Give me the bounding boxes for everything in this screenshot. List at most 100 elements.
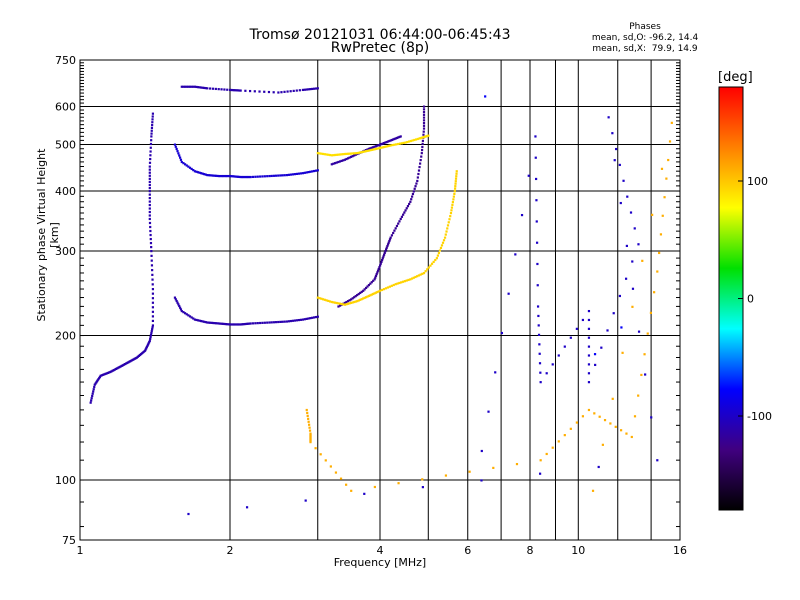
data-point [377, 147, 380, 150]
data-point [587, 345, 591, 348]
data-point [350, 298, 353, 301]
data-point [417, 274, 420, 277]
data-point [100, 374, 104, 377]
x-tick-label: 1 [77, 544, 84, 557]
data-point [204, 87, 207, 90]
data-point [151, 283, 154, 286]
data-point [245, 322, 249, 325]
data-point [351, 152, 354, 155]
data-point [274, 174, 278, 177]
data-point [222, 322, 225, 325]
data-point [593, 353, 597, 356]
data-point [405, 207, 408, 210]
data-point [206, 87, 209, 90]
data-point [340, 159, 343, 162]
data-point [328, 153, 332, 157]
data-point [609, 422, 612, 425]
x-tick-label: 6 [464, 544, 471, 557]
data-point [334, 471, 338, 474]
data-point [253, 90, 256, 93]
data-point [117, 366, 120, 369]
data-point [621, 351, 624, 354]
data-point [193, 318, 197, 321]
data-point [414, 185, 417, 188]
data-point [631, 305, 634, 308]
data-point [423, 135, 427, 138]
data-point [416, 275, 419, 278]
data-point [357, 299, 360, 302]
data-point [342, 153, 345, 156]
colorbar-tick-label: 0 [747, 293, 754, 306]
data-point [116, 367, 119, 370]
data-point [537, 314, 540, 318]
data-point [659, 233, 663, 236]
data-point [357, 292, 360, 296]
data-point [395, 136, 399, 140]
data-point [231, 175, 234, 178]
data-point [229, 323, 232, 326]
data-point [364, 296, 368, 299]
data-point [514, 253, 517, 256]
data-point [421, 139, 425, 142]
data-point [240, 175, 244, 179]
data-point [492, 466, 495, 470]
data-point [272, 174, 275, 177]
data-point [360, 151, 363, 154]
data-point [198, 86, 201, 89]
data-point [151, 326, 154, 329]
data-point [350, 301, 353, 305]
data-point [388, 139, 391, 143]
data-point [422, 108, 426, 111]
data-point [376, 144, 379, 147]
data-point [364, 286, 368, 290]
data-point [122, 363, 126, 366]
data-point [314, 169, 318, 172]
y-tick-label: 600 [55, 101, 76, 114]
data-point [418, 137, 421, 140]
data-point [204, 173, 207, 176]
data-point [219, 174, 222, 178]
data-point [120, 364, 123, 367]
data-point [236, 175, 240, 178]
data-point [212, 321, 215, 325]
data-point [538, 472, 542, 475]
data-point [151, 328, 154, 331]
data-point [360, 290, 363, 293]
data-point [227, 323, 230, 326]
data-point [537, 333, 541, 336]
data-point [390, 138, 394, 142]
phases-box: Phases mean, sd,O: -96.2, 14.4 mean, sd,… [580, 22, 710, 55]
data-point [248, 89, 252, 93]
data-point [318, 152, 321, 155]
data-point [354, 153, 357, 156]
colorbar: 100 0 -100 [718, 86, 772, 511]
data-point [224, 323, 228, 326]
data-point [373, 485, 376, 489]
data-point [338, 302, 342, 305]
data-point [386, 244, 389, 248]
data-point [587, 318, 591, 322]
data-point [240, 323, 244, 326]
data-point [369, 294, 372, 297]
x-tick-label: 10 [571, 544, 585, 557]
data-point [373, 278, 376, 281]
data-point [223, 88, 226, 91]
x-tick-label: 8 [527, 544, 534, 557]
data-point [180, 309, 183, 313]
data-point [148, 193, 151, 196]
data-point [455, 172, 458, 175]
data-point [247, 322, 250, 325]
data-point [226, 174, 229, 178]
data-point [98, 376, 101, 380]
data-point [658, 251, 661, 255]
y-tick-label: 75 [62, 534, 76, 547]
data-point [425, 135, 428, 138]
data-point [285, 320, 288, 323]
data-point [313, 169, 316, 173]
x-axis-label: Frequency [MHz] [333, 556, 427, 569]
data-point [613, 159, 616, 162]
data-point [200, 172, 203, 175]
data-point [422, 127, 426, 130]
data-point [384, 141, 387, 144]
phases-x-line: mean, sd,X: 79.9, 14.9 [592, 44, 698, 54]
